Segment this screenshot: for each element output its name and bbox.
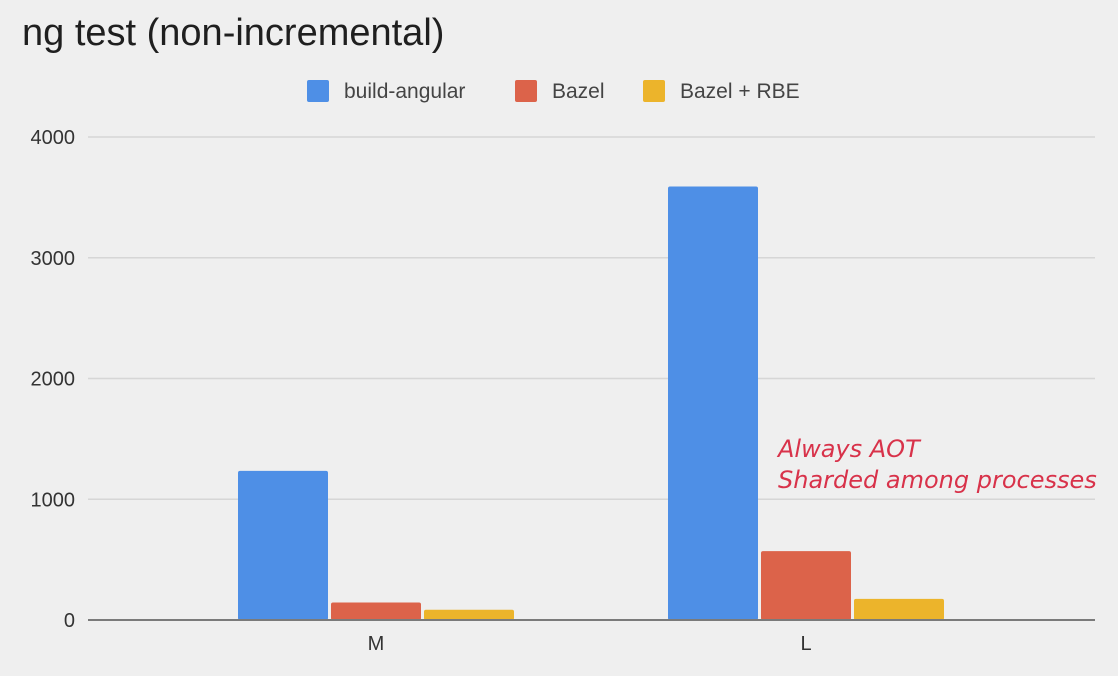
bar bbox=[331, 602, 421, 620]
legend-label: Bazel + RBE bbox=[680, 80, 800, 103]
bar bbox=[668, 186, 758, 620]
y-tick-label: 4000 bbox=[31, 127, 76, 149]
legend-swatch bbox=[515, 80, 537, 102]
bar bbox=[761, 551, 851, 620]
x-tick-label: L bbox=[800, 633, 811, 655]
bar bbox=[854, 598, 944, 620]
annotation-text: Sharded among processes bbox=[778, 466, 1097, 494]
y-tick-label: 2000 bbox=[31, 369, 76, 391]
legend-label: build-angular bbox=[344, 80, 465, 103]
y-tick-label: 3000 bbox=[31, 248, 76, 270]
x-tick-label: M bbox=[368, 633, 385, 655]
chart-title: ng test (non-incremental) bbox=[22, 12, 445, 54]
annotation-text: Always AOT bbox=[776, 435, 922, 463]
legend-swatch bbox=[643, 80, 665, 102]
y-tick-label: 0 bbox=[64, 610, 75, 632]
bar bbox=[238, 470, 328, 620]
legend-label: Bazel bbox=[552, 80, 605, 103]
bar bbox=[424, 609, 514, 620]
legend-swatch bbox=[307, 80, 329, 102]
y-tick-label: 1000 bbox=[31, 489, 76, 511]
